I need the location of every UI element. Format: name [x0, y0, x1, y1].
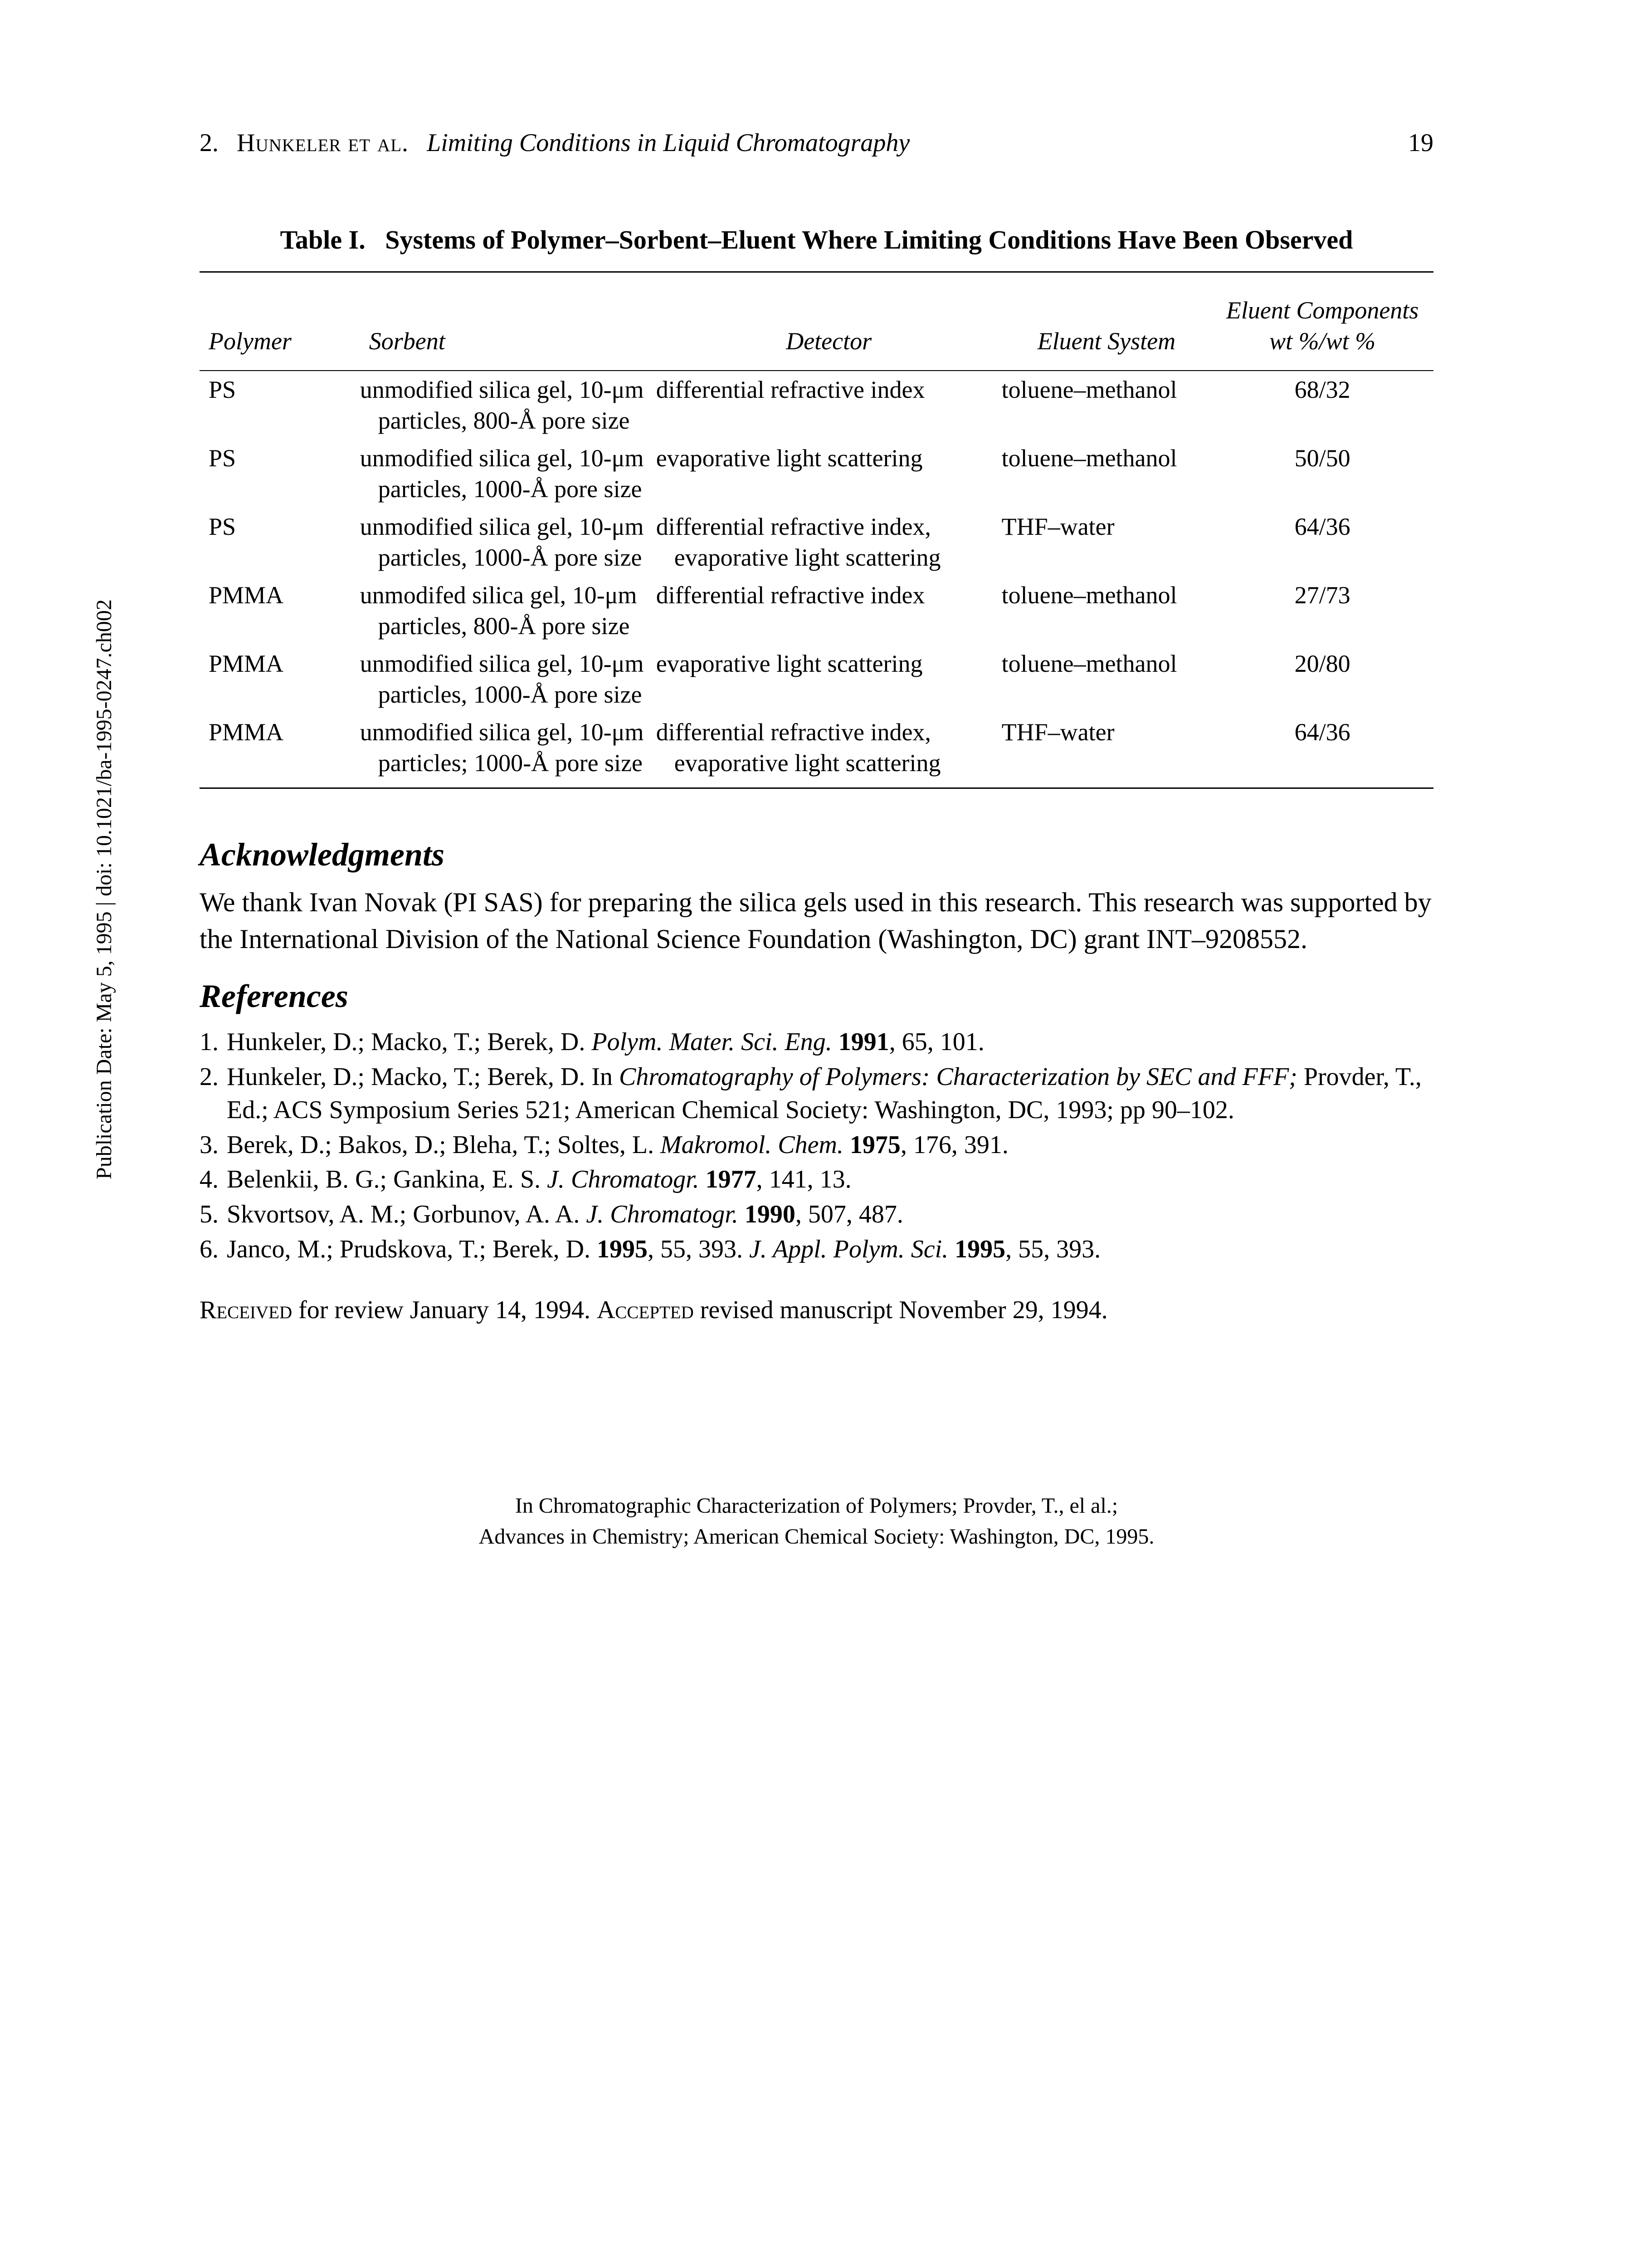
- cell-sorbent: unmodified silica gel, 10-μm particles; …: [360, 714, 656, 788]
- data-table: Polymer Sorbent Detector Eluent System E…: [200, 271, 1433, 789]
- col-eluent-components: Eluent Components wt %/wt %: [1211, 272, 1433, 371]
- cell-eluent-system: THF–water: [1002, 714, 1212, 788]
- cell-polymer: PS: [200, 371, 360, 440]
- reference-item: 3.Berek, D.; Bakos, D.; Bleha, T.; Solte…: [200, 1129, 1433, 1162]
- reference-text: Skvortsov, A. M.; Gorbunov, A. A. J. Chr…: [227, 1198, 1433, 1231]
- cell-sorbent: unmodifed silica gel, 10-μm particles, 8…: [360, 577, 656, 645]
- cell-sorbent: unmodified silica gel, 10-μm particles, …: [360, 371, 656, 440]
- col-sorbent: Sorbent: [360, 272, 656, 371]
- chapter-number: 2.: [200, 127, 219, 159]
- reference-item: 6.Janco, M.; Prudskova, T.; Berek, D. 19…: [200, 1233, 1433, 1266]
- reference-item: 1.Hunkeler, D.; Macko, T.; Berek, D. Pol…: [200, 1026, 1433, 1059]
- cell-eluent-components: 27/73: [1211, 577, 1433, 645]
- cell-eluent-components: 50/50: [1211, 440, 1433, 508]
- reference-number: 5.: [200, 1198, 227, 1231]
- col-eluent-system: Eluent System: [1002, 272, 1212, 371]
- col-detector: Detector: [656, 272, 1002, 371]
- cell-eluent-system: THF–water: [1002, 508, 1212, 577]
- cell-eluent-system: toluene–methanol: [1002, 371, 1212, 440]
- reference-item: 5.Skvortsov, A. M.; Gorbunov, A. A. J. C…: [200, 1198, 1433, 1231]
- cell-detector: differential refractive index: [656, 371, 1002, 440]
- table-row: PMMAunmodified silica gel, 10-μm particl…: [200, 714, 1433, 788]
- cell-eluent-components: 20/80: [1211, 645, 1433, 714]
- references-list: 1.Hunkeler, D.; Macko, T.; Berek, D. Pol…: [200, 1026, 1433, 1266]
- cell-detector: evaporative light scattering: [656, 440, 1002, 508]
- received-text: Received for review January 14, 1994. Ac…: [200, 1293, 1433, 1328]
- cell-eluent-components: 64/36: [1211, 714, 1433, 788]
- cell-polymer: PMMA: [200, 577, 360, 645]
- reference-text: Belenkii, B. G.; Gankina, E. S. J. Chrom…: [227, 1163, 1433, 1196]
- running-title: Limiting Conditions in Liquid Chromatogr…: [427, 127, 910, 159]
- cell-detector: differential refractive index, evaporati…: [656, 508, 1002, 577]
- footer-line1: In Chromatographic Characterization of P…: [200, 1491, 1433, 1521]
- reference-text: Janco, M.; Prudskova, T.; Berek, D. 1995…: [227, 1233, 1433, 1266]
- cell-eluent-components: 68/32: [1211, 371, 1433, 440]
- cell-eluent-system: toluene–methanol: [1002, 645, 1212, 714]
- cell-polymer: PS: [200, 440, 360, 508]
- cell-eluent-system: toluene–methanol: [1002, 440, 1212, 508]
- cell-sorbent: unmodified silica gel, 10-μm particles, …: [360, 508, 656, 577]
- acknowledgments-text: We thank Ivan Novak (PI SAS) for prepari…: [200, 884, 1433, 958]
- cell-eluent-system: toluene–methanol: [1002, 577, 1212, 645]
- table-title: Table I. Systems of Polymer–Sorbent–Elue…: [200, 222, 1433, 258]
- cell-sorbent: unmodified silica gel, 10-μm particles, …: [360, 645, 656, 714]
- reference-text: Berek, D.; Bakos, D.; Bleha, T.; Soltes,…: [227, 1129, 1433, 1162]
- reference-number: 3.: [200, 1129, 227, 1162]
- footer-line2: Advances in Chemistry; American Chemical…: [200, 1521, 1433, 1552]
- page-number: 19: [1408, 127, 1433, 159]
- table-row: PSunmodified silica gel, 10-μm particles…: [200, 508, 1433, 577]
- header-authors: Hunkeler et al.: [237, 127, 409, 159]
- reference-item: 2.Hunkeler, D.; Macko, T.; Berek, D. In …: [200, 1061, 1433, 1127]
- cell-detector: differential refractive index: [656, 577, 1002, 645]
- sidebar-citation: Publication Date: May 5, 1995 | doi: 10.…: [91, 599, 118, 1179]
- table-row: PSunmodified silica gel, 10-μm particles…: [200, 371, 1433, 440]
- reference-number: 1.: [200, 1026, 227, 1059]
- table-row: PMMAunmodified silica gel, 10-μm particl…: [200, 645, 1433, 714]
- reference-number: 2.: [200, 1061, 227, 1127]
- references-heading: References: [200, 976, 1433, 1017]
- table-row: PSunmodified silica gel, 10-μm particles…: [200, 440, 1433, 508]
- cell-detector: evaporative light scattering: [656, 645, 1002, 714]
- reference-item: 4.Belenkii, B. G.; Gankina, E. S. J. Chr…: [200, 1163, 1433, 1196]
- cell-sorbent: unmodified silica gel, 10-μm particles, …: [360, 440, 656, 508]
- footer: In Chromatographic Characterization of P…: [200, 1491, 1433, 1551]
- cell-polymer: PMMA: [200, 645, 360, 714]
- col-polymer: Polymer: [200, 272, 360, 371]
- reference-text: Hunkeler, D.; Macko, T.; Berek, D. Polym…: [227, 1026, 1433, 1059]
- cell-detector: differential refractive index, evaporati…: [656, 714, 1002, 788]
- reference-number: 4.: [200, 1163, 227, 1196]
- cell-polymer: PMMA: [200, 714, 360, 788]
- reference-text: Hunkeler, D.; Macko, T.; Berek, D. In Ch…: [227, 1061, 1433, 1127]
- reference-number: 6.: [200, 1233, 227, 1266]
- cell-eluent-components: 64/36: [1211, 508, 1433, 577]
- table-row: PMMAunmodifed silica gel, 10-μm particle…: [200, 577, 1433, 645]
- page-header: 2. Hunkeler et al. Limiting Conditions i…: [200, 127, 1433, 159]
- table-header-row: Polymer Sorbent Detector Eluent System E…: [200, 272, 1433, 371]
- acknowledgments-heading: Acknowledgments: [200, 834, 1433, 875]
- cell-polymer: PS: [200, 508, 360, 577]
